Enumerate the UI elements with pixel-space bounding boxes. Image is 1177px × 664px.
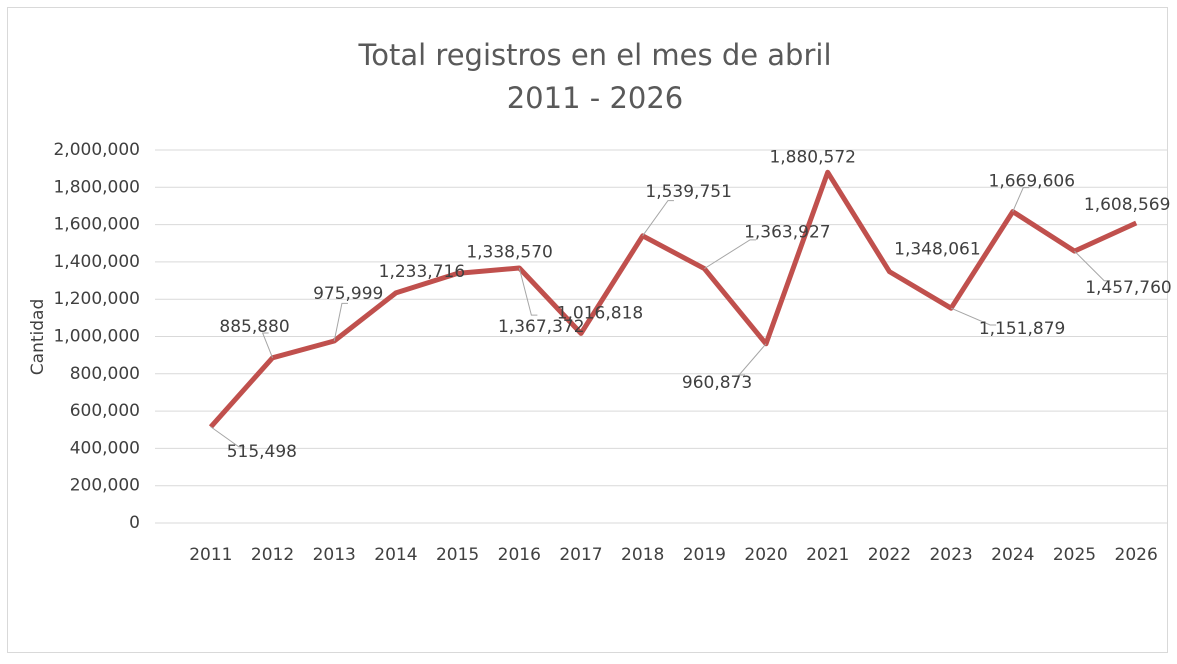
data-label: 885,880 [219, 317, 289, 337]
leader-line [950, 307, 997, 326]
x-tick-label: 2017 [559, 545, 602, 565]
y-axis-label: Cantidad [28, 299, 48, 375]
y-tick-label: 0 [129, 513, 140, 533]
chart-frame [7, 7, 1168, 653]
y-tick-label: 800,000 [70, 364, 140, 384]
x-tick-label: 2020 [744, 545, 787, 565]
data-label: 1,233,716 [379, 262, 466, 282]
data-label: 1,539,751 [645, 182, 732, 202]
x-tick-label: 2019 [683, 545, 726, 565]
x-tick-label: 2013 [313, 545, 356, 565]
leader-line [704, 239, 756, 270]
data-line [208, 169, 1138, 429]
x-tick-label: 2025 [1053, 545, 1096, 565]
data-label: 1,669,606 [989, 172, 1076, 192]
leader-line [261, 332, 273, 358]
data-label: 1,880,572 [769, 147, 856, 167]
y-tick-label: 1,600,000 [53, 215, 140, 235]
y-tick-label: 2,000,000 [53, 140, 140, 160]
x-tick-label: 2012 [251, 545, 294, 565]
data-label: 1,348,061 [894, 240, 981, 260]
data-label: 1,338,570 [466, 242, 553, 262]
y-tick-label: 600,000 [70, 401, 140, 421]
leader-line [518, 267, 538, 316]
y-tick-label: 400,000 [70, 438, 140, 458]
y-tick-label: 200,000 [70, 476, 140, 496]
x-tick-label: 2014 [374, 545, 417, 565]
data-label: 975,999 [313, 284, 383, 304]
x-tick-label: 2015 [436, 545, 479, 565]
data-label: 515,498 [227, 442, 297, 462]
y-tick-label: 1,200,000 [53, 289, 140, 309]
data-label: 1,016,818 [557, 303, 644, 323]
y-tick-label: 1,400,000 [53, 252, 140, 272]
leader-line [210, 426, 245, 448]
y-tick-label: 1,000,000 [53, 327, 140, 347]
x-tick-label: 2021 [806, 545, 849, 565]
x-tick-label: 2022 [868, 545, 911, 565]
leader-line [333, 302, 348, 342]
chart-subtitle: 2011 - 2026 [507, 81, 684, 115]
data-label: 1,608,569 [1084, 195, 1171, 215]
x-tick-label: 2011 [189, 545, 232, 565]
x-tick-label: 2024 [991, 545, 1034, 565]
data-label: 1,151,879 [979, 319, 1066, 339]
chart-title: Total registros en el mes de abril [357, 38, 831, 72]
y-tick-label: 1,800,000 [53, 177, 140, 197]
leader-line [1074, 250, 1111, 282]
data-label: 960,873 [682, 373, 752, 393]
leader-line [1012, 187, 1030, 212]
data-label: 1,363,927 [744, 223, 831, 243]
leader-line [737, 343, 767, 376]
x-tick-label: 2018 [621, 545, 664, 565]
data-label: 1,367,372 [498, 317, 585, 337]
leader-line [642, 200, 674, 237]
x-tick-label: 2016 [498, 545, 541, 565]
data-label: 1,457,760 [1085, 278, 1172, 298]
x-tick-label: 2026 [1115, 545, 1158, 565]
x-tick-label: 2023 [929, 545, 972, 565]
